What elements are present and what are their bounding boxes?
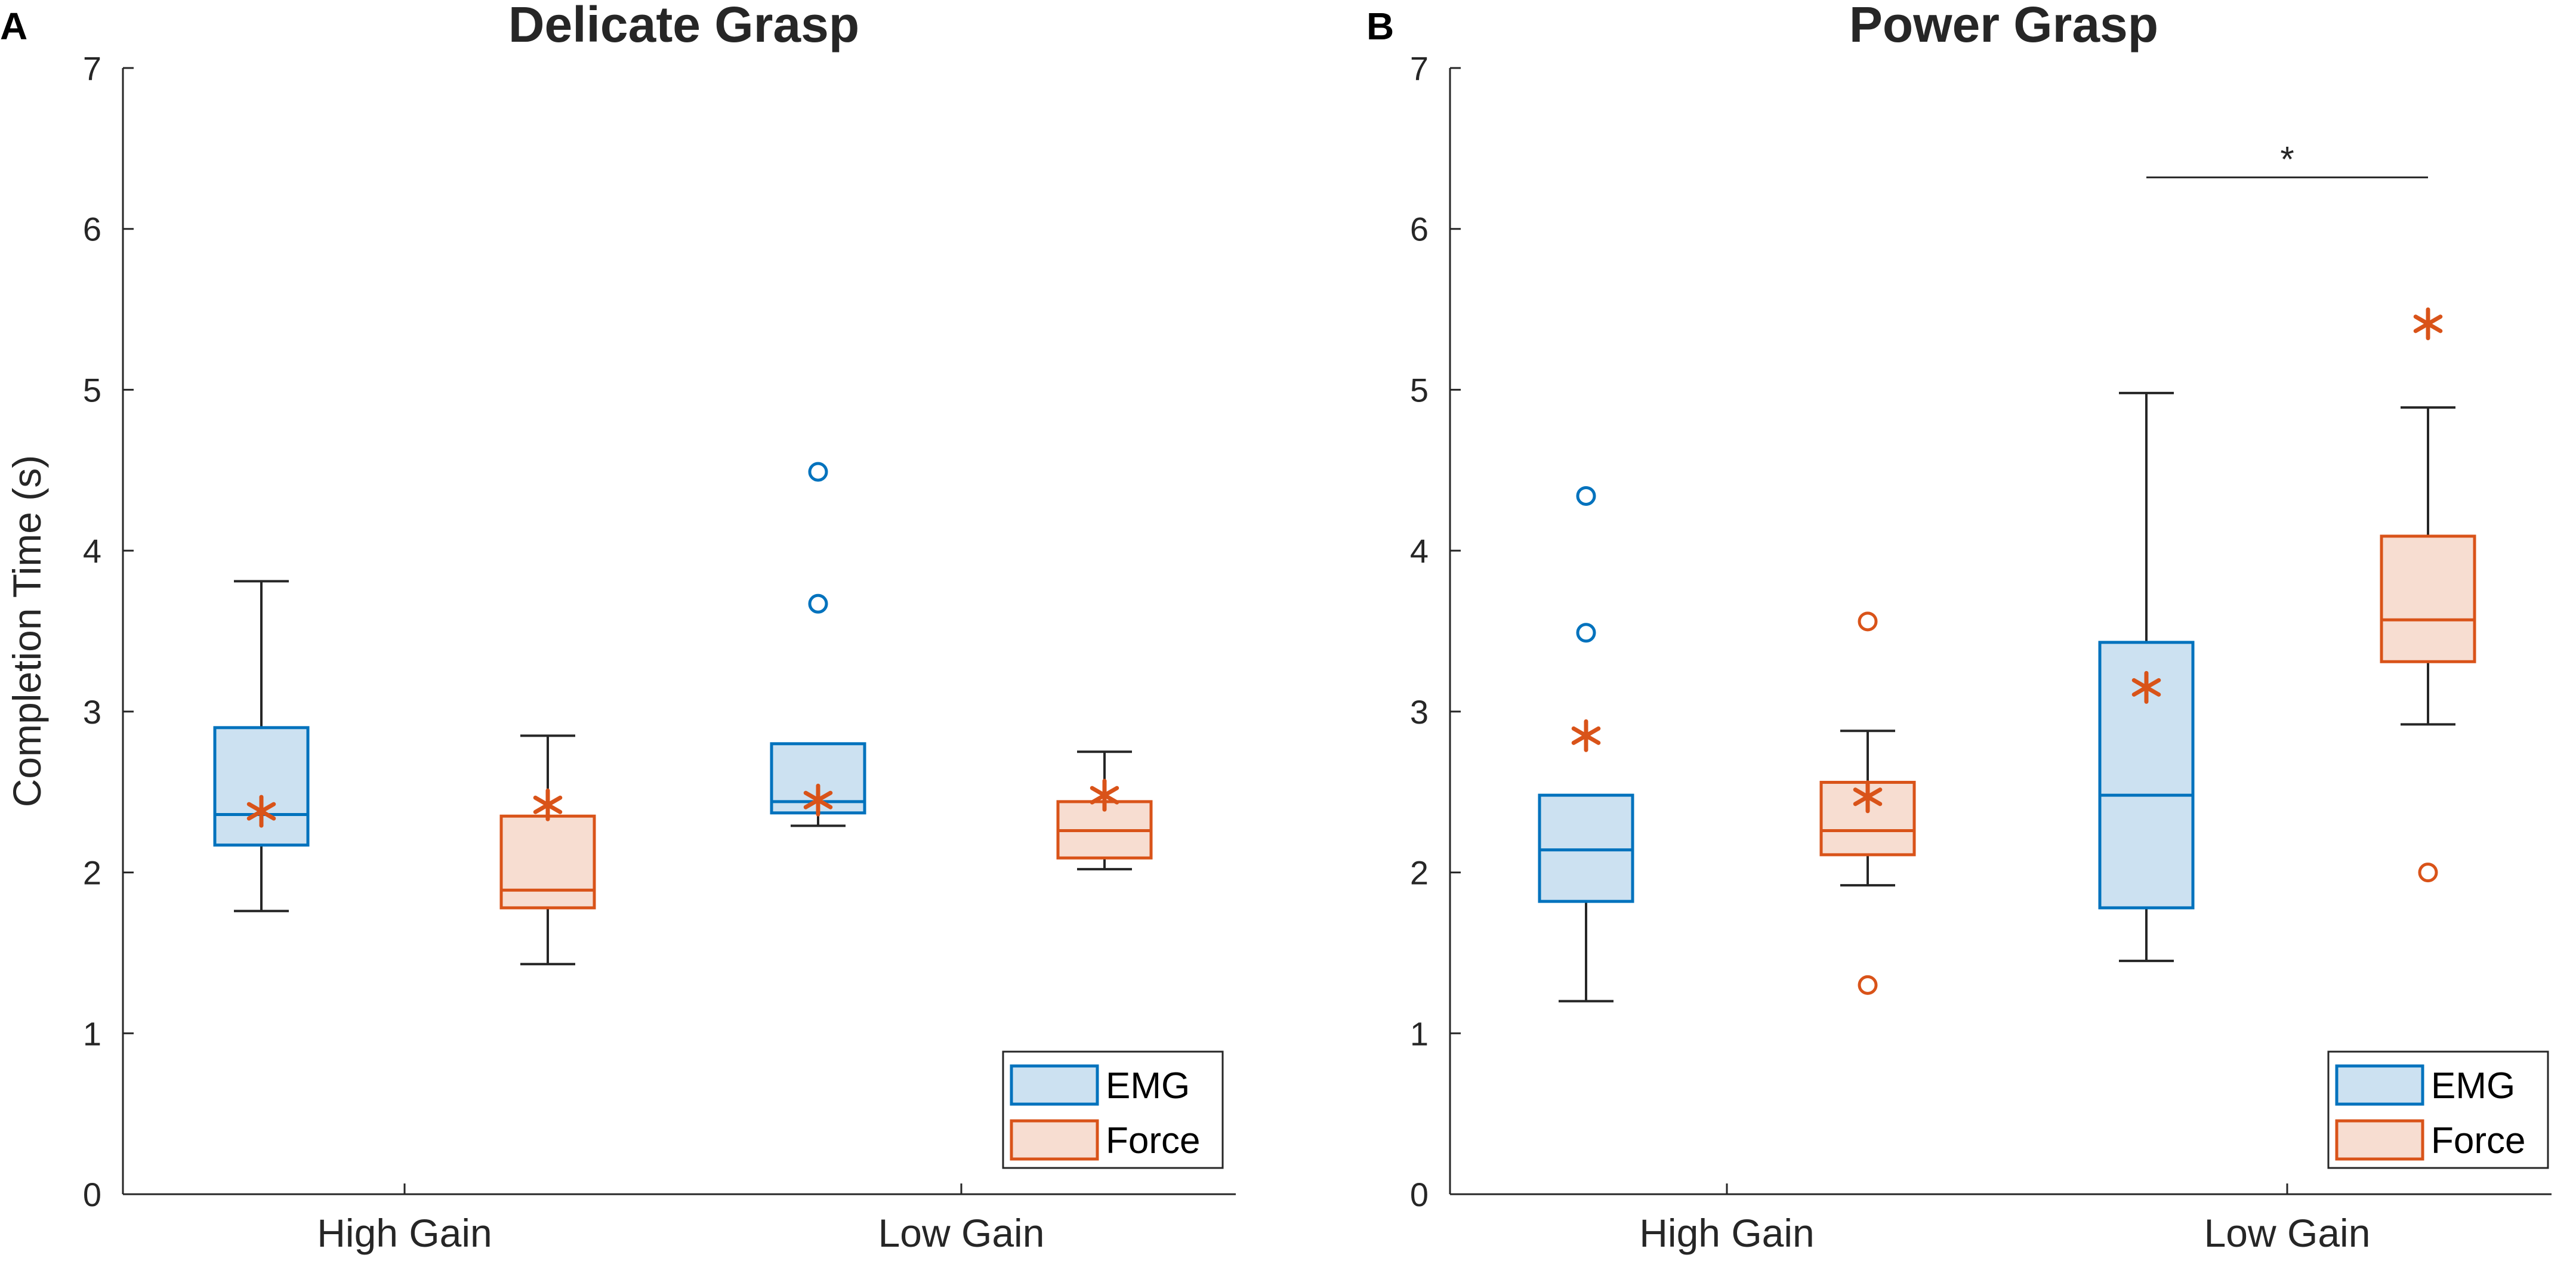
y-tick-label: 7	[83, 50, 101, 87]
chart-title: Delicate Grasp	[508, 0, 859, 52]
box-force-low-gain	[2380, 307, 2476, 883]
legend-label-force: Force	[2431, 1120, 2525, 1161]
mean-marker	[2413, 307, 2443, 341]
box-emg-high-gain	[1538, 486, 1634, 1003]
chart-panel-b: B Power Grasp 0 1 2 3 4 5 6 7 High Gain Low Gain * EM…	[1366, 0, 2552, 1255]
y-tick-label: 7	[1410, 50, 1429, 87]
box-emg-low-gain	[2098, 391, 2195, 962]
mean-marker	[1571, 719, 1601, 752]
panel-letter: B	[1366, 5, 1394, 48]
mean-marker-stroke	[533, 795, 563, 814]
mean-marker-stroke	[1090, 786, 1119, 805]
outlier-point	[808, 594, 828, 614]
mean-marker-stroke	[2413, 314, 2443, 333]
mean-marker	[1853, 780, 1883, 814]
mean-marker-stroke	[803, 790, 833, 809]
mean-marker	[246, 795, 276, 828]
mean-marker-stroke	[2131, 678, 2161, 697]
legend-swatch-emg	[2335, 1064, 2424, 1106]
box-force-low-gain	[1056, 750, 1153, 871]
y-tick-label: 4	[83, 532, 101, 570]
panel-letter: A	[0, 5, 27, 48]
mean-marker-stroke	[246, 802, 276, 821]
mean-marker	[1090, 778, 1119, 812]
box-force-high-gain	[1819, 611, 1916, 995]
y-tick-label: 2	[83, 854, 101, 892]
outlier-point	[808, 462, 828, 482]
y-tick-label: 3	[83, 693, 101, 731]
y-tick-label: 5	[1410, 371, 1429, 409]
legend: EMG Force	[1002, 1050, 1224, 1169]
legend: EMG Force	[2327, 1050, 2549, 1169]
box-force-high-gain	[499, 734, 596, 966]
outlier-point	[1858, 611, 1878, 632]
x-category-label: Low Gain	[878, 1211, 1045, 1255]
mean-marker	[533, 788, 563, 821]
y-tick-label: 1	[83, 1015, 101, 1052]
y-tick-label: 3	[1410, 693, 1429, 731]
y-tick-label: 5	[83, 371, 101, 409]
box-emg-high-gain	[213, 580, 310, 913]
box-emg-low-gain	[770, 462, 866, 827]
x-category-label: High Gain	[317, 1211, 492, 1255]
mean-marker-stroke	[1853, 787, 1883, 806]
mean-marker	[2131, 670, 2161, 704]
box-iqr	[1538, 793, 1634, 903]
chart-title: Power Grasp	[1849, 0, 2158, 52]
box-iqr	[2380, 534, 2476, 663]
outlier-point	[1858, 975, 1878, 995]
y-axis-title: Completion Time (s)	[5, 455, 49, 808]
box-iqr	[499, 814, 596, 910]
outlier-point	[1576, 486, 1596, 506]
y-tick-label: 6	[83, 211, 101, 248]
significance-asterisk: *	[2280, 139, 2294, 179]
y-tick-label: 6	[1410, 211, 1429, 248]
legend-swatch-emg	[1010, 1064, 1099, 1106]
outlier-point	[2418, 863, 2438, 883]
y-tick-label: 4	[1410, 532, 1429, 570]
y-tick-label: 0	[1410, 1176, 1429, 1213]
legend-label-emg: EMG	[1106, 1065, 1190, 1107]
legend-swatch-force	[2335, 1119, 2424, 1161]
mean-marker	[803, 783, 833, 817]
y-tick-label: 0	[83, 1176, 101, 1213]
mean-marker-stroke	[1571, 726, 1601, 745]
x-category-label: High Gain	[1639, 1211, 1815, 1255]
outlier-point	[1576, 623, 1596, 643]
chart-panel-a: A Delicate Grasp 0 1 2 3 4 5 6 7 Completion Time (…	[0, 0, 1236, 1255]
legend-swatch-force	[1010, 1119, 1099, 1161]
y-tick-label: 2	[1410, 854, 1429, 892]
y-tick-label: 1	[1410, 1015, 1429, 1052]
legend-label-force: Force	[1106, 1120, 1200, 1161]
x-category-label: Low Gain	[2204, 1211, 2371, 1255]
legend-label-emg: EMG	[2431, 1065, 2515, 1107]
